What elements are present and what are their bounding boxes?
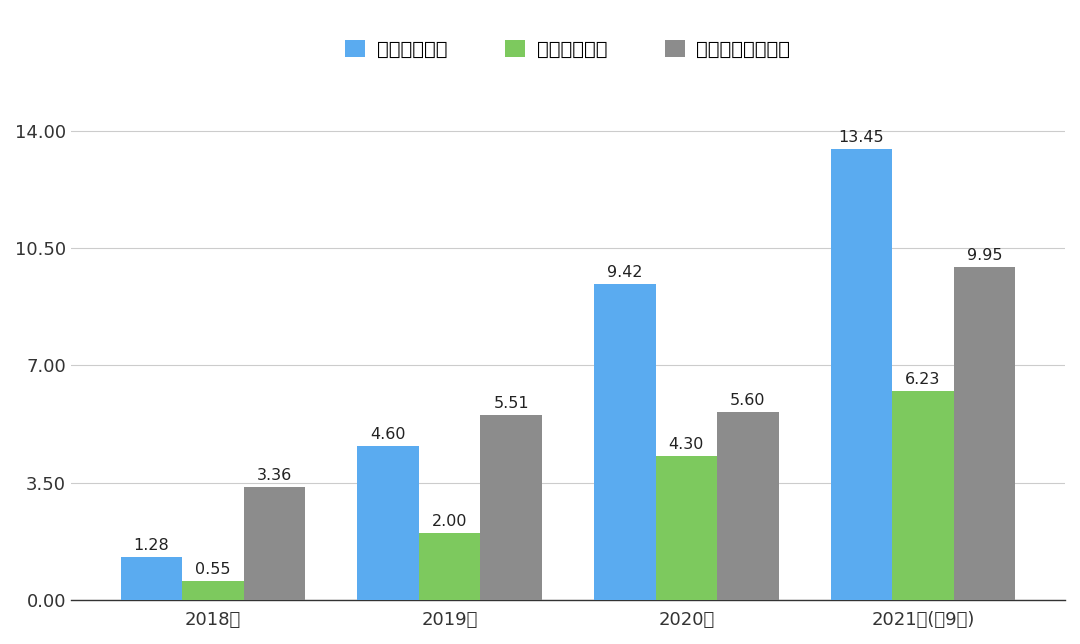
Bar xyxy=(656,456,717,600)
Bar xyxy=(594,285,656,600)
Text: 4.30: 4.30 xyxy=(669,437,704,452)
Legend: 收入（亿元）, 毛利（亿元）, 经营亏损（亿元）: 收入（亿元）, 毛利（亿元）, 经营亏损（亿元） xyxy=(338,32,798,67)
Text: 3.36: 3.36 xyxy=(257,468,293,484)
Bar xyxy=(419,533,481,600)
Text: 4.60: 4.60 xyxy=(370,427,406,442)
Text: 13.45: 13.45 xyxy=(839,130,885,146)
Bar xyxy=(183,582,244,600)
Text: 5.60: 5.60 xyxy=(730,393,766,408)
Bar xyxy=(954,267,1015,600)
Text: 5.51: 5.51 xyxy=(494,396,529,412)
Text: 9.42: 9.42 xyxy=(607,265,643,280)
Bar xyxy=(357,446,419,600)
Bar xyxy=(244,488,306,600)
Bar xyxy=(121,557,183,600)
Text: 1.28: 1.28 xyxy=(134,538,170,553)
Bar xyxy=(831,149,892,600)
Bar xyxy=(481,415,542,600)
Text: 2.00: 2.00 xyxy=(432,514,468,529)
Bar xyxy=(892,392,954,600)
Text: 9.95: 9.95 xyxy=(967,248,1002,263)
Bar xyxy=(717,412,779,600)
Text: 0.55: 0.55 xyxy=(195,562,231,578)
Text: 6.23: 6.23 xyxy=(905,372,941,387)
